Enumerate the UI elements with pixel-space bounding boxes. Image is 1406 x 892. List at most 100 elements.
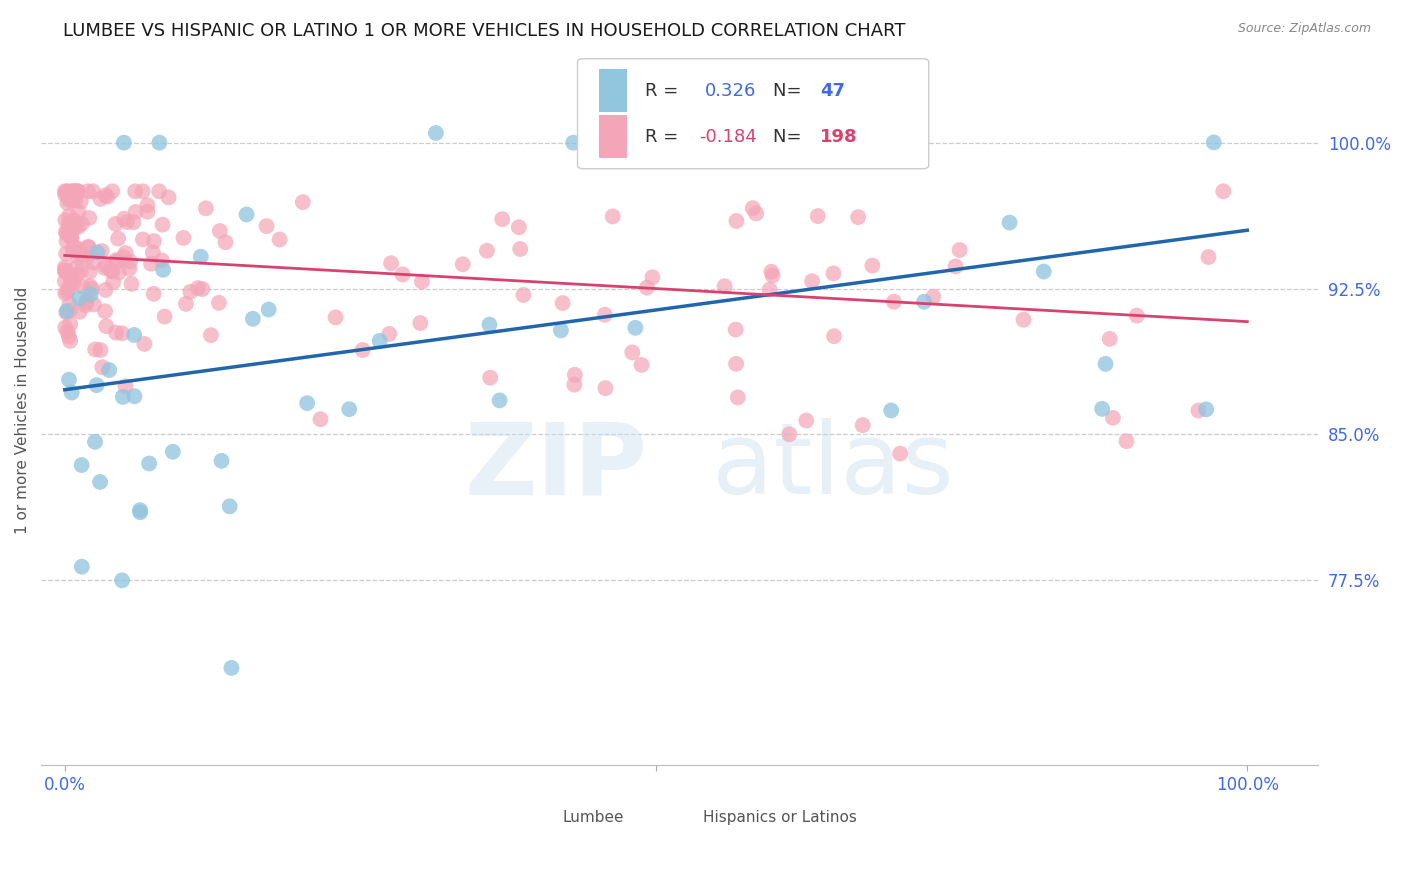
Point: [479, 370, 502, 384]
Point: [242, 311, 264, 326]
Point: [60, 194, 83, 208]
Point: [257, 302, 280, 317]
Point: [89, 475, 111, 489]
Point: [200, 328, 222, 343]
Point: [564, 377, 586, 392]
Point: [53, 320, 76, 334]
Point: [77, 184, 100, 198]
Point: [55, 234, 77, 248]
Point: [745, 206, 768, 220]
Point: [66, 268, 89, 282]
Point: [949, 243, 972, 257]
FancyBboxPatch shape: [666, 805, 695, 830]
FancyBboxPatch shape: [578, 59, 929, 169]
Point: [172, 231, 194, 245]
Text: LUMBEE VS HISPANIC OR LATINO 1 OR MORE VEHICLES IN HOUSEHOLD CORRELATION CHART: LUMBEE VS HISPANIC OR LATINO 1 OR MORE V…: [63, 22, 905, 40]
Point: [191, 282, 214, 296]
Point: [211, 454, 233, 468]
Point: [378, 326, 401, 341]
Point: [58, 223, 80, 237]
Point: [136, 198, 159, 212]
Point: [761, 265, 783, 279]
Point: [94, 304, 117, 318]
Point: [846, 210, 869, 224]
Point: [120, 254, 142, 268]
Point: [174, 297, 197, 311]
Point: [66, 250, 89, 264]
Point: [725, 214, 748, 228]
Point: [380, 256, 402, 270]
Point: [58, 209, 80, 223]
Point: [807, 209, 830, 223]
Point: [550, 323, 572, 337]
Point: [80, 282, 103, 296]
Point: [256, 219, 278, 234]
Point: [1102, 410, 1125, 425]
Point: [91, 360, 114, 375]
Point: [66, 184, 89, 198]
Point: [724, 322, 747, 336]
Point: [162, 444, 184, 458]
Point: [63, 276, 86, 290]
Point: [63, 184, 86, 198]
Point: [72, 249, 94, 263]
Point: [107, 254, 129, 268]
Point: [60, 276, 83, 290]
Point: [562, 136, 585, 150]
Point: [55, 225, 77, 239]
Point: [53, 260, 76, 274]
Point: [208, 224, 231, 238]
Text: -0.184: -0.184: [699, 128, 756, 145]
Point: [129, 503, 152, 517]
Point: [152, 262, 174, 277]
Point: [62, 184, 84, 198]
Point: [1195, 402, 1218, 417]
Point: [84, 434, 107, 449]
Point: [89, 192, 111, 206]
Point: [1098, 332, 1121, 346]
Point: [75, 294, 97, 309]
Point: [138, 457, 160, 471]
Point: [409, 316, 432, 330]
Point: [593, 308, 616, 322]
Point: [1012, 312, 1035, 326]
Point: [59, 229, 82, 244]
Point: [148, 184, 170, 198]
Point: [62, 193, 84, 207]
Point: [62, 243, 84, 257]
Point: [67, 205, 90, 219]
Point: [65, 184, 87, 198]
Point: [53, 213, 76, 227]
Point: [1091, 401, 1114, 416]
Point: [96, 189, 118, 203]
Y-axis label: 1 or more Vehicles in Household: 1 or more Vehicles in Household: [15, 286, 30, 533]
Point: [148, 136, 170, 150]
Point: [59, 317, 82, 331]
Point: [62, 184, 84, 198]
Point: [636, 281, 658, 295]
Point: [60, 219, 83, 234]
Point: [291, 195, 314, 210]
Point: [621, 345, 644, 359]
Point: [114, 246, 136, 260]
Point: [65, 260, 87, 275]
Point: [114, 379, 136, 393]
Point: [94, 259, 117, 273]
Point: [65, 194, 87, 208]
Point: [63, 220, 86, 235]
Point: [758, 283, 780, 297]
Point: [59, 303, 82, 318]
Point: [107, 231, 129, 245]
Point: [58, 296, 80, 310]
Point: [595, 381, 617, 395]
Point: [129, 505, 152, 519]
FancyBboxPatch shape: [599, 70, 627, 112]
Point: [214, 235, 236, 250]
Point: [69, 305, 91, 319]
Point: [72, 279, 94, 293]
Point: [488, 393, 510, 408]
Point: [66, 184, 89, 198]
Text: R =: R =: [645, 82, 685, 100]
Text: 47: 47: [820, 82, 845, 100]
Point: [112, 136, 135, 150]
